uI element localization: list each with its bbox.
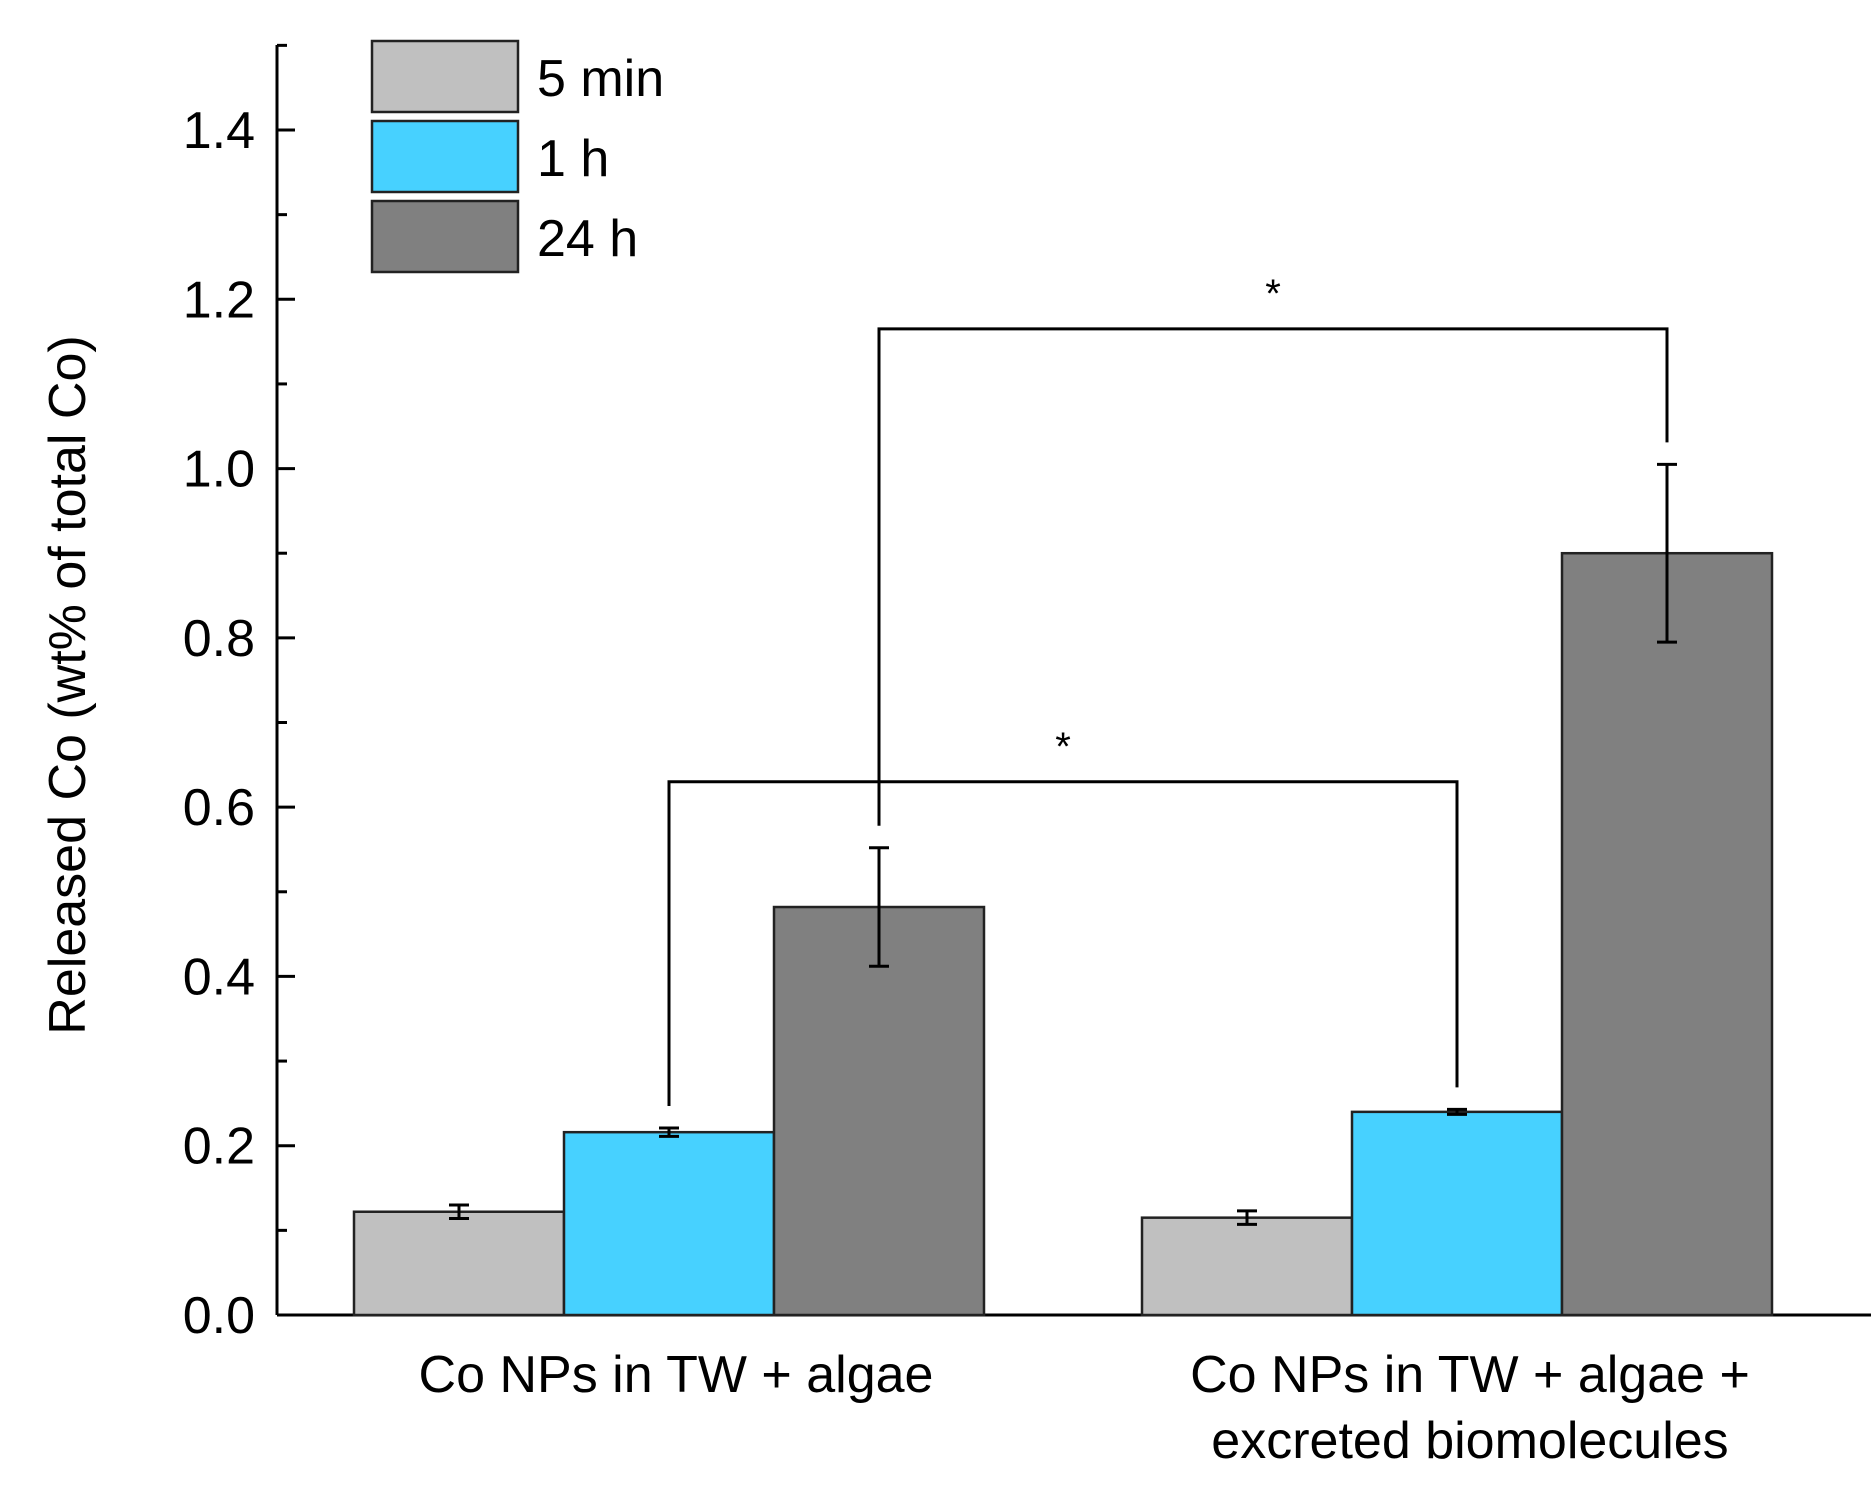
legend-item: 5 min [370, 39, 664, 114]
legend-swatch [370, 199, 520, 274]
error-bar [1447, 1107, 1467, 1116]
legend-label: 1 h [537, 130, 609, 188]
bar-24-h-cat1 [772, 905, 986, 1317]
legend-swatch [370, 119, 520, 194]
significance-bracket: * [877, 272, 1669, 826]
legend-item: 1 h [370, 119, 609, 194]
legend-label: 5 min [537, 50, 664, 108]
y-tick-label: 0.4 [183, 948, 255, 1006]
error-bar [659, 1126, 679, 1138]
axes: 0.0 0.2 0.4 0.6 0.8 1.0 1.2 1.4 Co NPs in TW + a… [183, 43, 1871, 1470]
significance-brackets: ** [667, 272, 1669, 1106]
x-category-label: excreted biomolecules [1211, 1412, 1728, 1470]
x-category-label: Co NPs in TW + algae [419, 1346, 934, 1404]
y-tick-label: 1.2 [183, 271, 255, 329]
bar-1-h-cat1 [562, 1130, 776, 1317]
bar-5-min-cat2 [1140, 1216, 1354, 1317]
x-category-label: Co NPs in TW + algae + [1190, 1346, 1750, 1404]
significance-bracket: * [667, 725, 1459, 1106]
y-tick-label: 1.4 [183, 102, 255, 160]
error-bar [1237, 1209, 1257, 1226]
bar-24-h-cat2 [1560, 551, 1774, 1317]
y-axis-label: Released Co (wt% of total Co) [39, 335, 97, 1034]
bars [352, 462, 1774, 1317]
legend-label: 24 h [537, 210, 638, 268]
bracket-line [667, 780, 1459, 1106]
y-tick-label: 0.2 [183, 1118, 255, 1176]
bracket-line [877, 327, 1669, 826]
y-tick-label: 1.0 [183, 441, 255, 499]
y-tick-label: 0.6 [183, 779, 255, 837]
error-bar [1657, 462, 1677, 644]
y-tick-label: 0.8 [183, 610, 255, 668]
legend-swatch [370, 39, 520, 114]
error-bar [449, 1203, 469, 1221]
bar-1-h-cat2 [1350, 1110, 1564, 1317]
y-tick-label: 0.0 [183, 1287, 255, 1345]
error-bar [869, 846, 889, 968]
significance-star: * [1265, 272, 1281, 316]
significance-star: * [1055, 725, 1071, 769]
legend: 5 min 1 h 24 h [370, 39, 664, 274]
bar-5-min-cat1 [352, 1210, 566, 1317]
legend-item: 24 h [370, 199, 638, 274]
